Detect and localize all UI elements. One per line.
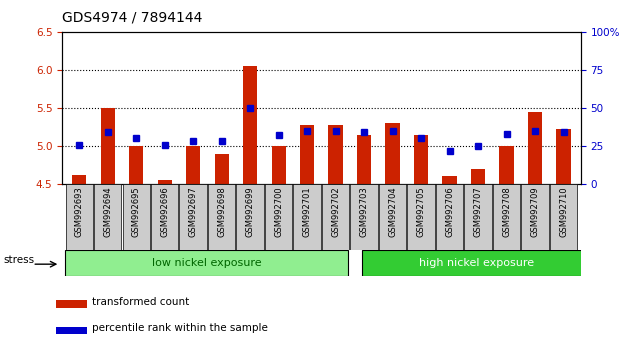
Bar (414, 135, 428, 184)
Text: GSM992708: GSM992708 (502, 186, 511, 237)
Bar (442, 177, 456, 184)
FancyBboxPatch shape (379, 184, 406, 250)
Bar (129, 146, 143, 184)
Text: GSM992693: GSM992693 (75, 186, 84, 237)
Bar (186, 146, 201, 184)
FancyBboxPatch shape (465, 184, 492, 250)
Text: stress: stress (3, 255, 34, 265)
FancyBboxPatch shape (294, 184, 321, 250)
Bar (243, 66, 257, 184)
Bar (56, 326, 87, 334)
Bar (386, 123, 400, 184)
Bar (300, 125, 314, 184)
Text: GSM992706: GSM992706 (445, 186, 454, 237)
Bar (357, 135, 371, 184)
Bar (214, 154, 229, 184)
FancyBboxPatch shape (265, 184, 292, 250)
Text: GSM992710: GSM992710 (559, 186, 568, 237)
FancyBboxPatch shape (237, 184, 264, 250)
FancyBboxPatch shape (208, 184, 235, 250)
Bar (556, 129, 571, 184)
FancyBboxPatch shape (66, 184, 93, 250)
Text: GSM992700: GSM992700 (274, 186, 283, 237)
Text: GDS4974 / 7894144: GDS4974 / 7894144 (62, 11, 202, 25)
FancyBboxPatch shape (522, 184, 549, 250)
FancyBboxPatch shape (122, 184, 150, 250)
FancyBboxPatch shape (179, 184, 207, 250)
FancyBboxPatch shape (363, 250, 592, 275)
Bar (158, 180, 172, 184)
Text: GSM992703: GSM992703 (360, 186, 369, 237)
FancyBboxPatch shape (436, 184, 463, 250)
Text: low nickel exposure: low nickel exposure (152, 258, 261, 268)
Text: GSM992707: GSM992707 (474, 186, 483, 237)
Text: GSM992699: GSM992699 (246, 186, 255, 237)
Text: GSM992705: GSM992705 (417, 186, 425, 237)
Text: GSM992695: GSM992695 (132, 186, 141, 237)
Text: GSM992702: GSM992702 (331, 186, 340, 237)
Bar (101, 108, 115, 184)
Text: percentile rank within the sample: percentile rank within the sample (92, 323, 268, 333)
Bar (528, 112, 542, 184)
Bar (72, 175, 86, 184)
Text: high nickel exposure: high nickel exposure (419, 258, 534, 268)
Bar (471, 169, 485, 184)
FancyBboxPatch shape (151, 184, 178, 250)
FancyBboxPatch shape (407, 184, 435, 250)
Text: GSM992696: GSM992696 (160, 186, 169, 237)
Text: GSM992694: GSM992694 (103, 186, 112, 237)
Bar (499, 146, 514, 184)
Text: transformed count: transformed count (92, 297, 189, 307)
Bar (271, 146, 286, 184)
FancyBboxPatch shape (550, 184, 577, 250)
FancyBboxPatch shape (322, 184, 349, 250)
Text: GSM992697: GSM992697 (189, 186, 197, 237)
Text: GSM992701: GSM992701 (302, 186, 312, 237)
Bar (56, 300, 87, 308)
FancyBboxPatch shape (493, 184, 520, 250)
Text: GSM992704: GSM992704 (388, 186, 397, 237)
Text: GSM992698: GSM992698 (217, 186, 226, 237)
Bar (329, 125, 343, 184)
Text: GSM992709: GSM992709 (530, 186, 540, 237)
FancyBboxPatch shape (94, 184, 121, 250)
FancyBboxPatch shape (350, 184, 378, 250)
FancyBboxPatch shape (65, 250, 348, 275)
